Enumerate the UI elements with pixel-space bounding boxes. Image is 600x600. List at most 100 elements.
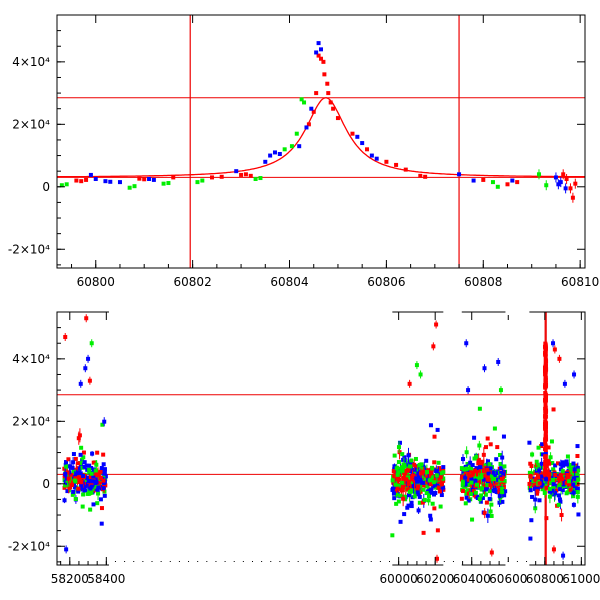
bottom-green-point	[441, 476, 446, 481]
bottom-red-point	[543, 352, 548, 357]
green-point	[132, 184, 137, 189]
bottom-green-point	[423, 477, 428, 482]
bottom-blue-point	[503, 489, 508, 494]
bottom-blue-point	[539, 461, 544, 466]
blue-point	[103, 179, 108, 184]
bottom-green-point	[394, 466, 399, 471]
bottom-blue-point	[72, 485, 77, 490]
bottom-red-point	[475, 480, 480, 485]
bottom-red-point	[77, 433, 82, 438]
bottom-blue-point	[529, 518, 534, 523]
bottom-red-point	[441, 487, 446, 492]
bottom-green-point	[547, 486, 552, 491]
bottom-red-point	[101, 483, 106, 488]
bottom-red-point	[437, 466, 442, 471]
red-point	[515, 180, 520, 185]
bottom-green-point	[396, 470, 401, 475]
bottom-blue-point	[95, 487, 100, 492]
bottom-blue-outlier	[64, 547, 69, 552]
bottom-blue-point	[84, 463, 89, 468]
bottom-blue-point	[474, 466, 479, 471]
bottom-green-point	[543, 482, 548, 487]
bottom-green-point	[479, 493, 484, 498]
bottom-green-point	[398, 493, 403, 498]
bottom-xtick-label: 58400	[87, 572, 125, 586]
bottom-red-point	[404, 477, 409, 482]
bottom-green-point	[559, 482, 564, 487]
bottom-blue-point	[77, 466, 82, 471]
bottom-red-point	[543, 363, 548, 368]
bottom-blue-point	[406, 493, 411, 498]
bottom-green-point	[480, 486, 485, 491]
bottom-red-point	[543, 436, 548, 441]
bottom-blue-point	[551, 482, 556, 487]
bottom-blue-point	[572, 486, 577, 491]
bottom-green-point	[395, 472, 400, 477]
bottom-red-point	[403, 471, 408, 476]
bottom-blue-point	[527, 440, 532, 445]
bottom-blue-point	[64, 460, 69, 465]
bottom-red-point	[564, 477, 569, 482]
bottom-blue-outlier	[561, 553, 566, 558]
bottom-red-point	[401, 496, 406, 501]
bottom-blue-point	[468, 460, 473, 465]
bottom-blue-point	[475, 495, 480, 500]
bottom-green-point	[90, 486, 95, 491]
bottom-blue-point	[537, 468, 542, 473]
bottom-red-point	[543, 345, 548, 350]
bottom-red-point	[488, 483, 493, 488]
bottom-red-point	[475, 468, 480, 473]
bottom-red-point	[472, 493, 477, 498]
bottom-blue-point	[409, 500, 414, 505]
bottom-green-point	[396, 445, 401, 450]
green-point	[161, 181, 166, 186]
bottom-red-point	[421, 483, 426, 488]
bottom-green-point	[468, 492, 473, 497]
bottom-red-point	[481, 452, 486, 457]
bottom-blue-point	[102, 470, 107, 475]
bottom-green-point	[502, 478, 507, 483]
bottom-blue-point	[398, 519, 403, 524]
bottom-green-point	[394, 501, 399, 506]
bottom-blue-point	[571, 490, 576, 495]
bottom-blue-point	[563, 461, 568, 466]
bottom-blue-point	[390, 487, 395, 492]
bottom-green-point	[436, 460, 441, 465]
blue-point	[88, 172, 93, 177]
red-point	[505, 182, 510, 187]
green-point	[282, 147, 287, 152]
bottom-blue-point	[572, 467, 577, 472]
bottom-blue-outlier	[572, 372, 577, 377]
bottom-green-point	[576, 468, 581, 473]
bottom-red-point	[412, 478, 417, 483]
bottom-green-point	[396, 499, 401, 504]
bottom-red-point	[545, 481, 550, 486]
bottom-blue-point	[484, 487, 489, 492]
red-point	[335, 116, 340, 121]
bottom-green-point	[100, 422, 105, 427]
bottom-red-point	[536, 475, 541, 480]
bottom-red-point	[480, 469, 485, 474]
bottom-green-point	[542, 490, 547, 495]
red-point	[306, 122, 311, 127]
red-point	[365, 147, 370, 152]
axis-break-bottom	[443, 562, 462, 568]
bottom-blue-point	[401, 457, 406, 462]
top-ytick-label: 2×10⁴	[12, 117, 50, 131]
bottom-red-point	[423, 480, 428, 485]
bottom-blue-point	[548, 489, 553, 494]
bottom-blue-point	[561, 480, 566, 485]
bottom-green-point	[94, 462, 99, 467]
bottom-red-point	[439, 481, 444, 486]
bottom-red-point	[76, 486, 81, 491]
bottom-red-point	[565, 473, 570, 478]
bottom-green-point	[476, 485, 481, 490]
bottom-red-outlier	[551, 547, 556, 552]
bottom-blue-point	[397, 440, 402, 445]
bottom-green-point	[417, 500, 422, 505]
blue-point	[268, 153, 273, 158]
bottom-red-point	[554, 488, 559, 493]
bottom-blue-point	[65, 489, 70, 494]
bottom-blue-point	[415, 490, 420, 495]
